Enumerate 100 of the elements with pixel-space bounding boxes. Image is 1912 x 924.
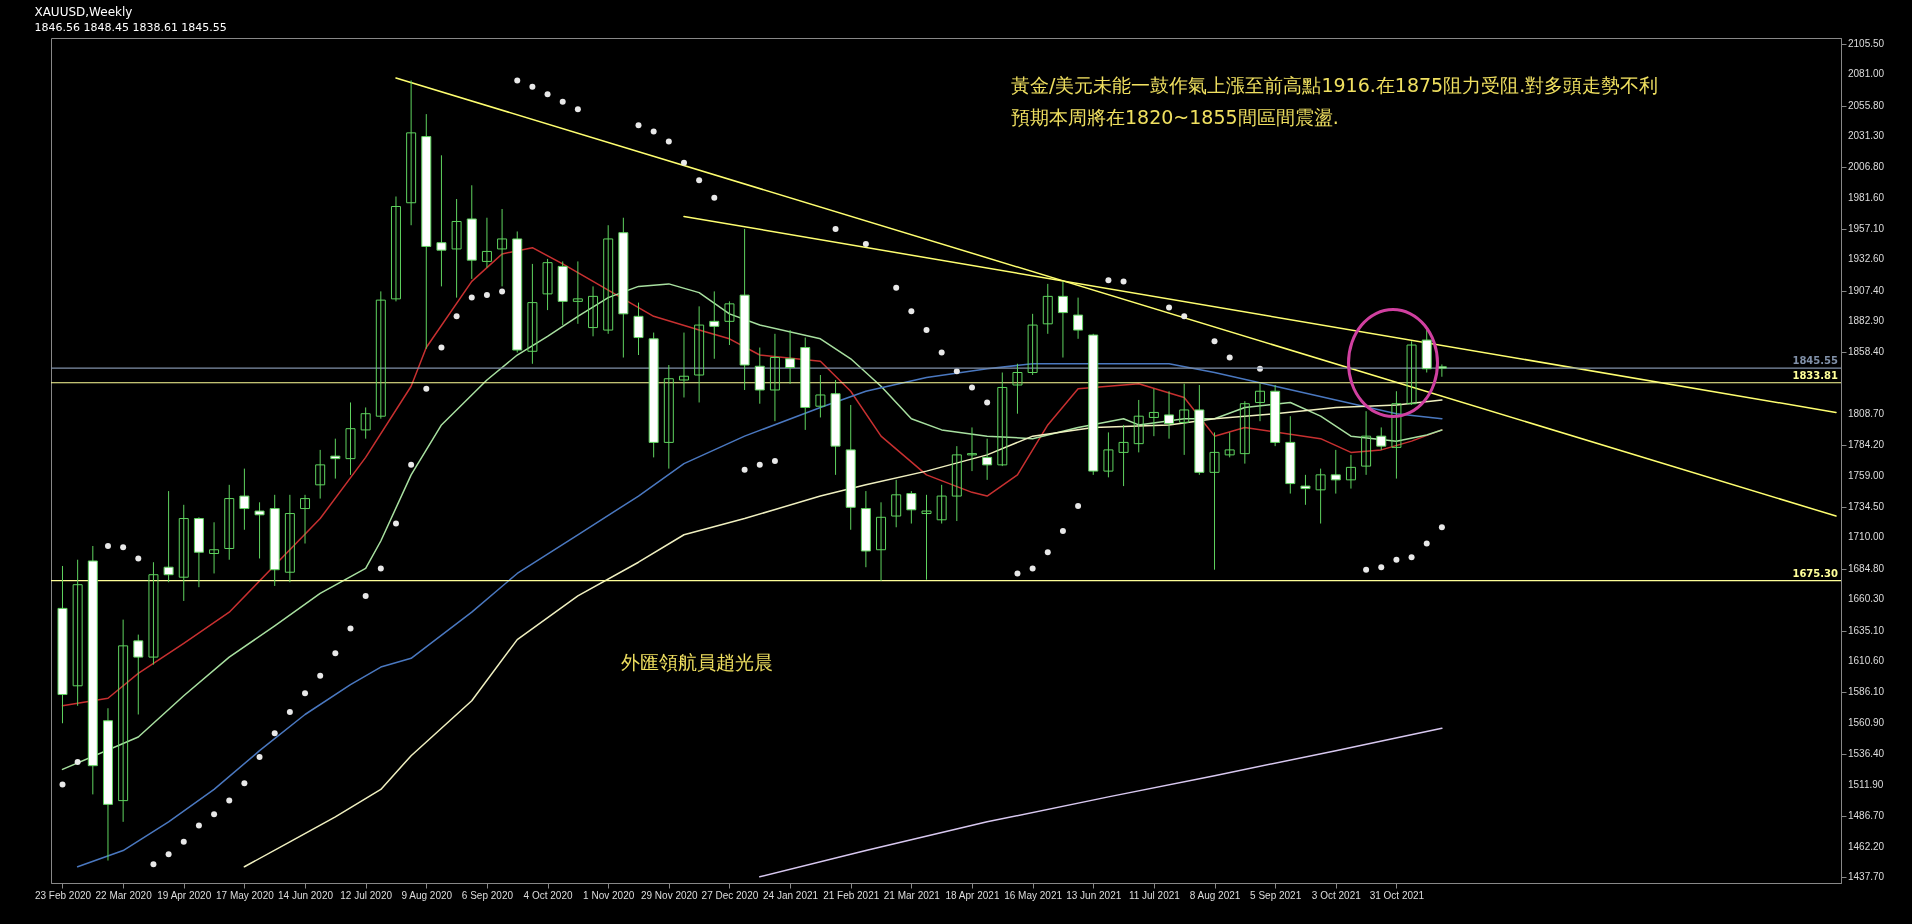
candlestick xyxy=(694,305,705,403)
candlestick xyxy=(633,302,644,356)
candlestick xyxy=(1103,431,1114,478)
candlestick xyxy=(1330,449,1341,495)
candlestick xyxy=(1179,383,1190,456)
x-tick-label: 14 Jun 2020 xyxy=(278,889,334,901)
y-tick-label: 1808.70 xyxy=(1848,408,1885,420)
candlestick xyxy=(1073,297,1084,340)
y-tick-label: 1710.00 xyxy=(1848,531,1885,543)
y-tick-label: 1684.80 xyxy=(1848,562,1885,574)
y-tick-label: 2081.00 xyxy=(1848,68,1885,80)
candlestick xyxy=(678,332,689,398)
x-tick-label: 9 Aug 2020 xyxy=(401,889,453,901)
candlestick xyxy=(1012,363,1023,415)
candlestick xyxy=(239,468,250,531)
candlestick xyxy=(1345,454,1356,490)
candlestick xyxy=(360,406,371,440)
y-tick-label: 1536.40 xyxy=(1848,747,1885,759)
y-tick-label: 1858.40 xyxy=(1848,346,1885,358)
candlestick xyxy=(997,372,1008,467)
chart-subtitle: 1846.56 1848.45 1838.61 1845.55 xyxy=(34,21,227,34)
candlestick xyxy=(754,347,765,405)
x-tick-label: 6 Sep 2020 xyxy=(461,889,514,901)
x-tick-label: 1 Nov 2020 xyxy=(583,889,635,901)
line-series xyxy=(76,363,1443,868)
x-tick-label: 29 Nov 2020 xyxy=(640,889,699,901)
candlestick xyxy=(603,224,614,335)
candlestick xyxy=(209,521,220,574)
candlestick xyxy=(436,154,447,287)
line-series xyxy=(759,727,1443,878)
candlestick xyxy=(497,208,508,287)
candlestick xyxy=(1406,340,1417,406)
candlestick xyxy=(1436,363,1447,378)
candlestick xyxy=(1300,474,1311,506)
candlestick xyxy=(1148,388,1159,437)
ref-line-label: 1845.55 xyxy=(1792,355,1839,367)
y-tick-label: 1635.10 xyxy=(1848,624,1885,636)
x-tick-label: 16 May 2021 xyxy=(1004,889,1063,901)
x-tick-label: 19 Apr 2020 xyxy=(157,889,212,901)
y-tick-label: 1610.60 xyxy=(1848,655,1885,667)
ref-line-label: 1833.81 xyxy=(1792,369,1839,381)
candlestick xyxy=(330,438,341,480)
x-tick-label: 21 Mar 2021 xyxy=(883,889,941,901)
x-tick-label: 4 Oct 2020 xyxy=(523,889,573,901)
annotation: 黃金/美元未能一鼓作氣上漲至前高點1916.在1875阻力受阻.對多頭走勢不利 xyxy=(1011,74,1659,96)
candlestick xyxy=(542,258,553,311)
candlestick xyxy=(891,479,902,528)
candlestick xyxy=(1254,383,1265,422)
candlestick xyxy=(966,426,977,472)
candlestick xyxy=(663,364,674,470)
candlestick xyxy=(1391,390,1402,480)
y-tick-label: 1511.90 xyxy=(1848,778,1884,790)
y-tick-label: 1486.70 xyxy=(1848,809,1885,821)
line-series xyxy=(61,246,1443,707)
x-tick-label: 27 Dec 2020 xyxy=(701,889,759,901)
candlestick xyxy=(1042,283,1053,335)
candlestick xyxy=(1224,431,1235,458)
candlestick xyxy=(133,634,144,715)
annotation: 預期本周將在1820~1855間區間震盪. xyxy=(1011,106,1339,128)
y-tick-label: 1462.20 xyxy=(1848,840,1885,852)
candlestick xyxy=(284,494,295,583)
candlestick xyxy=(390,196,401,302)
y-tick-label: 2006.80 xyxy=(1848,160,1885,172)
candlestick xyxy=(1315,468,1326,525)
x-tick-label: 21 Feb 2021 xyxy=(823,889,880,901)
x-tick-label: 8 Aug 2021 xyxy=(1189,889,1241,901)
line-series xyxy=(61,283,1443,771)
y-tick-label: 1784.20 xyxy=(1848,438,1885,450)
candlestick xyxy=(451,198,462,299)
y-tick-label: 2105.50 xyxy=(1848,37,1885,49)
candlestick xyxy=(769,333,780,422)
x-tick-label: 22 Mar 2020 xyxy=(95,889,153,901)
x-tick-label: 24 Jan 2021 xyxy=(763,889,819,901)
candlestick xyxy=(785,329,796,385)
y-tick-label: 1981.60 xyxy=(1848,192,1885,204)
candlestick xyxy=(481,217,492,269)
x-tick-label: 5 Sep 2021 xyxy=(1250,889,1302,901)
candlestick xyxy=(876,501,887,582)
candlestick xyxy=(300,494,311,544)
y-tick-label: 2055.80 xyxy=(1848,99,1885,111)
candlestick xyxy=(163,490,174,583)
candlestick xyxy=(1057,280,1068,359)
x-tick-label: 3 Oct 2021 xyxy=(1311,889,1362,901)
x-tick-label: 31 Oct 2021 xyxy=(1369,889,1425,901)
y-tick-label: 1932.60 xyxy=(1848,253,1885,265)
candlestick xyxy=(406,79,417,226)
candlestick xyxy=(1239,400,1250,465)
candlestick xyxy=(724,300,735,346)
x-tick-label: 13 Jun 2021 xyxy=(1066,889,1122,901)
candlestick xyxy=(118,619,129,823)
candlestick xyxy=(224,484,235,561)
candlestick xyxy=(1164,390,1175,440)
x-tick-label: 12 Jul 2020 xyxy=(340,889,393,901)
candlestick xyxy=(148,561,159,666)
candlestick xyxy=(921,494,932,581)
candlestick xyxy=(982,438,993,481)
candlestick xyxy=(951,445,962,522)
candlestick xyxy=(936,484,947,525)
candlestick xyxy=(1209,431,1220,571)
candlestick xyxy=(1118,424,1129,487)
